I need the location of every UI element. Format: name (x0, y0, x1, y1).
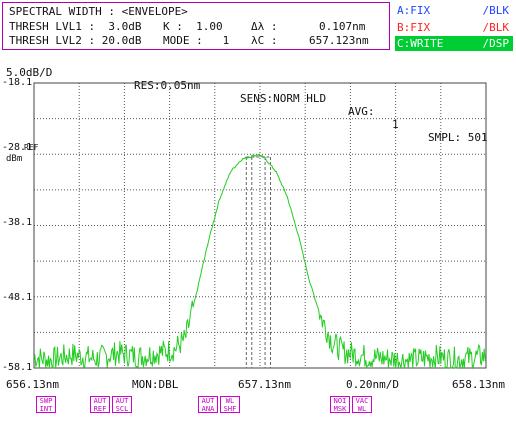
trace-a-status[interactable]: A:FIX /BLK (395, 3, 513, 18)
y-tick-label: -28.1 (2, 142, 33, 153)
delta-lambda-value: 0.107nm (319, 20, 366, 33)
y-tick-label: -48.1 (2, 292, 33, 303)
sweep-interval-key[interactable]: SWP INT (36, 396, 56, 413)
sensitivity: SENS:NORM HLD (240, 92, 327, 105)
trace-c-mode: /DSP (482, 37, 510, 50)
chart-frame (33, 82, 487, 369)
trace-b-status[interactable]: B:FIX /BLK (395, 20, 513, 35)
measurement-status-bar: 5.0dB/D RES:0.05nm SENS:NORM HLD AVG: 1 … (0, 53, 516, 144)
thresh-level-1: THRESH LVL1 : 3.0dB (9, 20, 142, 33)
monitor-mode: MON:DBL (132, 378, 179, 391)
auto-analysis-key[interactable]: AUT ANA (198, 396, 218, 413)
y-tick-label: -18.1 (2, 77, 33, 88)
x-span-label: 0.20nm/D (346, 378, 399, 391)
trace-b-mode: /BLK (482, 21, 510, 34)
auto-scale-key[interactable]: AUT SCL (112, 396, 132, 413)
chart-grid (34, 83, 486, 368)
x-center-label: 657.13nm (238, 378, 291, 391)
wl-shift-key[interactable]: WL SHF (220, 396, 240, 413)
trace-c-status[interactable]: C:WRITE /DSP (395, 36, 513, 51)
avg-label: AVG: (348, 105, 375, 118)
noise-mask-key[interactable]: NOI MSK (330, 396, 350, 413)
auto-ref-key[interactable]: AUT REF (90, 396, 110, 413)
sampling: SMPL: 501 (428, 131, 488, 144)
analysis-title: SPECTRAL WIDTH : <ENVELOPE> (9, 5, 188, 18)
k-factor: K : 1.00 (163, 20, 223, 33)
trace-a-name: A:FIX (397, 4, 431, 17)
center-lambda-value: 657.123nm (309, 34, 369, 47)
chart-marks (245, 156, 272, 368)
trace-b-name: B:FIX (397, 21, 431, 34)
thresh-level-2: THRESH LVL2 : 20.0dB (9, 34, 142, 47)
ref-marker-label: REF (24, 143, 39, 152)
center-lambda-label: λC : (251, 34, 278, 47)
y-tick-label: -58.1 (2, 362, 33, 373)
trace-c-name: C:WRITE (397, 37, 444, 50)
mode-value: MODE : 1 (163, 34, 230, 47)
x-stop-label: 658.13nm (452, 378, 505, 391)
y-unit: dBm (6, 154, 23, 164)
spectrum-trace (33, 153, 487, 370)
scale-div: 5.0dB/D (6, 66, 53, 79)
resolution: RES:0.05nm (134, 79, 201, 92)
avg-value: 1 (392, 118, 399, 131)
x-start-label: 656.13nm (6, 378, 59, 391)
vacuum-wl-key[interactable]: VAC WL (352, 396, 372, 413)
y-tick-label: -38.1 (2, 217, 33, 228)
trace-a-mode: /BLK (482, 4, 510, 17)
spectral-width-panel: SPECTRAL WIDTH : <ENVELOPE> THRESH LVL1 … (2, 2, 390, 50)
delta-lambda-label: Δλ : (251, 20, 278, 33)
